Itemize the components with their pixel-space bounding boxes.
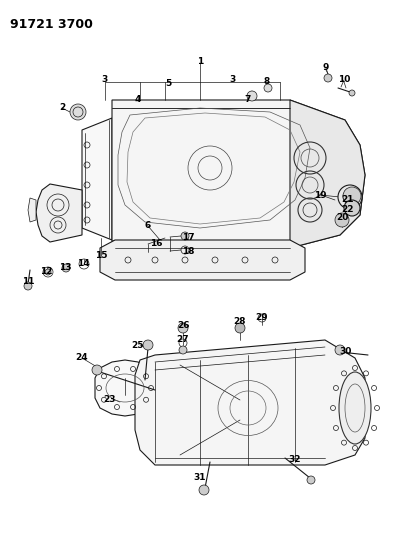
- Text: 91721 3700: 91721 3700: [10, 18, 93, 31]
- Text: 18: 18: [182, 246, 194, 255]
- Text: 13: 13: [59, 263, 71, 272]
- Text: 2: 2: [59, 103, 65, 112]
- Polygon shape: [82, 118, 112, 240]
- Circle shape: [344, 200, 360, 216]
- Circle shape: [181, 232, 189, 240]
- Text: 1: 1: [197, 58, 203, 67]
- Text: 28: 28: [234, 318, 246, 327]
- Text: 11: 11: [22, 278, 34, 287]
- Circle shape: [335, 213, 349, 227]
- Polygon shape: [36, 184, 82, 242]
- Circle shape: [349, 90, 355, 96]
- Text: 14: 14: [77, 259, 89, 268]
- Text: 29: 29: [256, 312, 268, 321]
- Circle shape: [179, 346, 187, 354]
- Text: 30: 30: [340, 348, 352, 357]
- Text: 32: 32: [289, 456, 301, 464]
- Text: 25: 25: [132, 341, 144, 350]
- Text: 21: 21: [342, 196, 354, 205]
- Circle shape: [62, 264, 70, 272]
- Text: 26: 26: [177, 320, 189, 329]
- Polygon shape: [135, 340, 365, 465]
- Circle shape: [178, 323, 188, 333]
- Text: 3: 3: [102, 76, 108, 85]
- Text: 6: 6: [145, 222, 151, 230]
- Text: 15: 15: [95, 252, 107, 261]
- Circle shape: [45, 269, 51, 275]
- Circle shape: [264, 84, 272, 92]
- Text: 12: 12: [40, 268, 52, 277]
- Circle shape: [143, 340, 153, 350]
- Text: 4: 4: [135, 95, 141, 104]
- Ellipse shape: [339, 372, 371, 444]
- Polygon shape: [28, 198, 36, 222]
- Circle shape: [24, 282, 32, 290]
- Circle shape: [199, 485, 209, 495]
- Circle shape: [338, 185, 362, 209]
- Circle shape: [235, 323, 245, 333]
- Text: 31: 31: [194, 473, 206, 482]
- Text: 20: 20: [336, 214, 348, 222]
- Circle shape: [307, 476, 315, 484]
- Text: 9: 9: [323, 63, 329, 72]
- Circle shape: [335, 345, 345, 355]
- Polygon shape: [112, 100, 365, 248]
- Polygon shape: [95, 360, 155, 416]
- Text: 7: 7: [245, 95, 251, 104]
- Text: 24: 24: [76, 353, 88, 362]
- Polygon shape: [290, 100, 365, 248]
- Circle shape: [70, 104, 86, 120]
- Text: 3: 3: [229, 76, 235, 85]
- Text: 8: 8: [264, 77, 270, 86]
- Text: 5: 5: [165, 79, 171, 88]
- Text: 19: 19: [314, 190, 326, 199]
- Text: 10: 10: [338, 76, 350, 85]
- Circle shape: [92, 365, 102, 375]
- Circle shape: [343, 187, 361, 205]
- Polygon shape: [100, 240, 305, 280]
- Text: 22: 22: [342, 206, 354, 214]
- Text: 17: 17: [182, 232, 194, 241]
- Text: 27: 27: [177, 335, 189, 344]
- Text: 16: 16: [150, 239, 162, 248]
- Circle shape: [324, 74, 332, 82]
- Circle shape: [247, 91, 257, 101]
- Text: 23: 23: [104, 395, 116, 405]
